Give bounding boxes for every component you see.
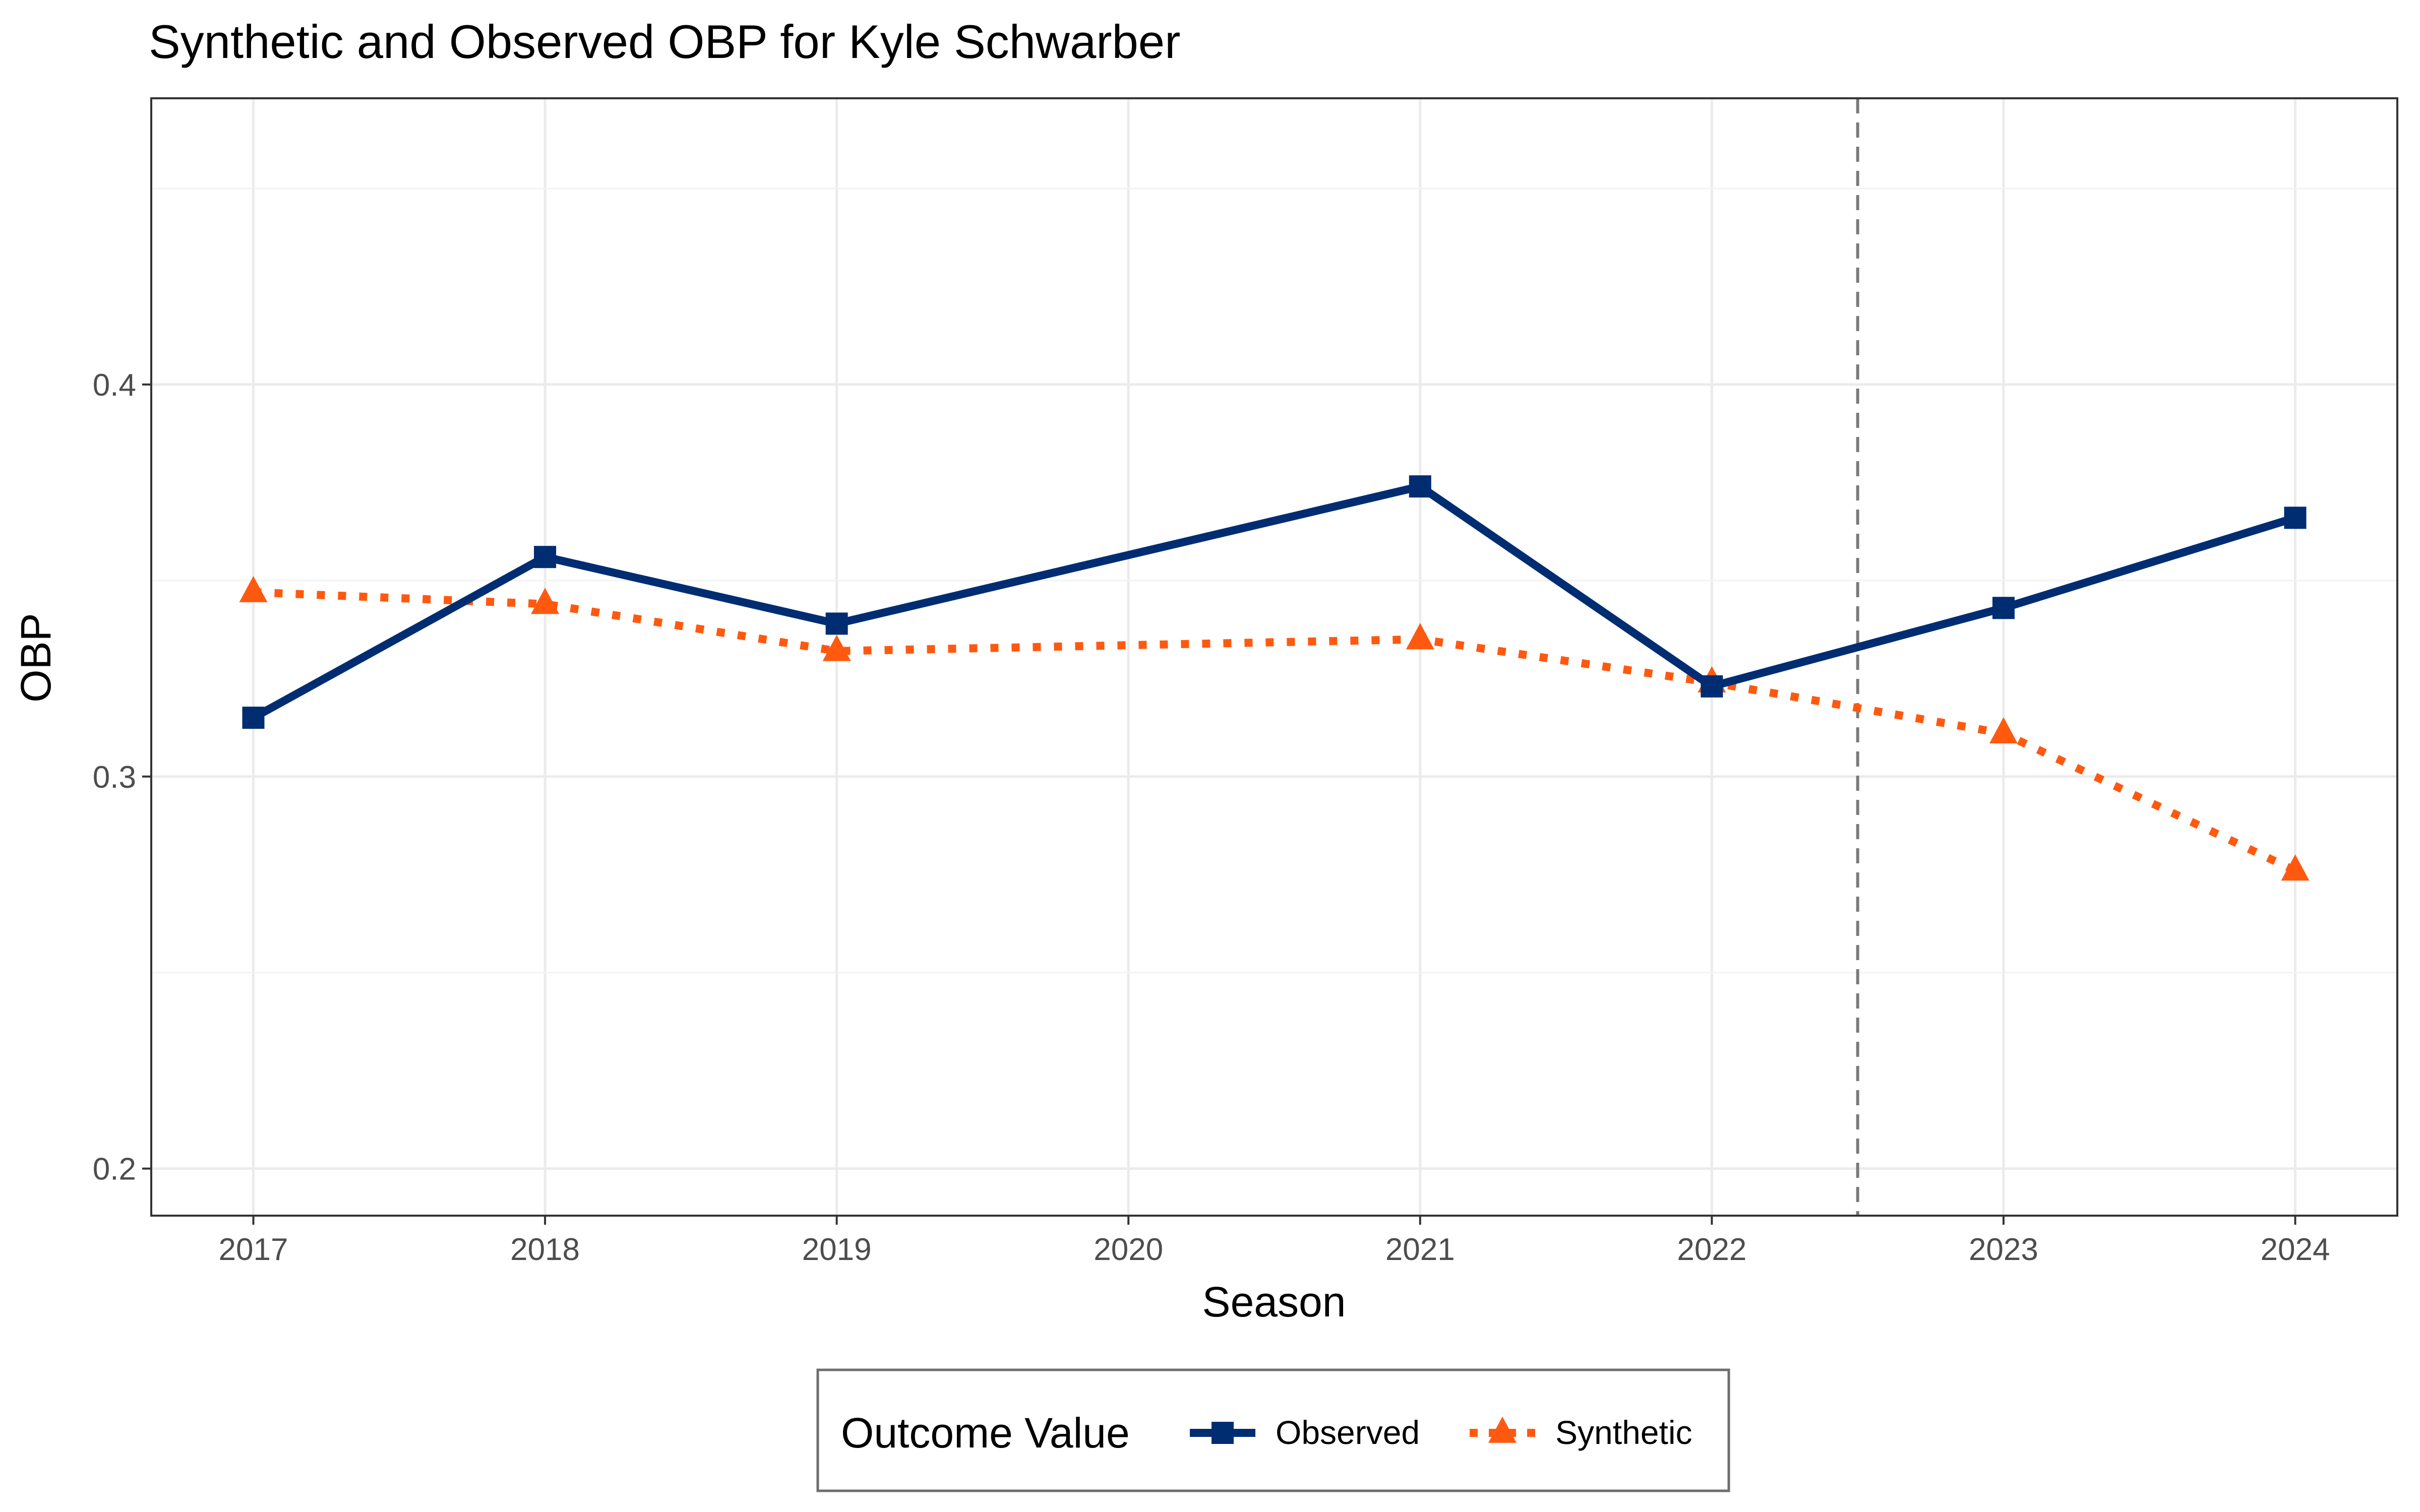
grid-lines bbox=[151, 98, 2397, 1216]
data-point-observed bbox=[534, 546, 557, 569]
legend-keys bbox=[1190, 1416, 1535, 1444]
chart-title: Synthetic and Observed OBP for Kyle Schw… bbox=[149, 15, 1180, 68]
data-point-synthetic bbox=[1989, 717, 2018, 743]
data-point-observed bbox=[1701, 675, 1723, 698]
legend-label-synthetic: Synthetic bbox=[1555, 1414, 1692, 1451]
data-point-synthetic bbox=[2281, 854, 2310, 881]
legend-key-marker-observed bbox=[1212, 1422, 1234, 1444]
legend-label-observed: Observed bbox=[1276, 1414, 1420, 1451]
x-tick-label: 2024 bbox=[2261, 1232, 2330, 1267]
data-point-observed bbox=[1992, 597, 2015, 619]
x-tick-label: 2023 bbox=[1969, 1232, 2038, 1267]
x-tick-label: 2020 bbox=[1094, 1232, 1163, 1267]
x-tick-label: 2022 bbox=[1677, 1232, 1746, 1267]
x-tick-label: 2018 bbox=[510, 1232, 580, 1267]
data-point-synthetic bbox=[1406, 623, 1434, 650]
axis-ticks: 2017 2018 2019 2020 2021 2022 2023 2024 0.2 0.3 0.… bbox=[93, 368, 2330, 1267]
x-tick-label: 2017 bbox=[219, 1232, 288, 1267]
y-tick-label: 0.3 bbox=[93, 760, 136, 795]
data-point-observed bbox=[2284, 507, 2307, 529]
legend: Outcome Value Observed Synthetic bbox=[816, 1368, 1730, 1492]
series-line-synthetic bbox=[253, 588, 2297, 874]
x-axis-title: Season bbox=[1202, 1278, 1346, 1326]
data-point-observed bbox=[242, 707, 265, 729]
series-layer bbox=[239, 475, 2310, 881]
data-point-observed bbox=[825, 612, 848, 635]
y-tick-label: 0.4 bbox=[93, 368, 136, 403]
legend-title: Outcome Value bbox=[841, 1409, 1130, 1457]
data-point-synthetic bbox=[531, 588, 560, 614]
legend-box bbox=[816, 1368, 1730, 1492]
y-tick-label: 0.2 bbox=[93, 1152, 136, 1187]
data-point-synthetic bbox=[239, 576, 268, 602]
data-point-synthetic bbox=[822, 635, 851, 661]
y-axis-title: OBP bbox=[12, 613, 59, 702]
x-tick-label: 2019 bbox=[802, 1232, 872, 1267]
series-line-observed bbox=[251, 482, 2296, 722]
x-tick-label: 2021 bbox=[1385, 1232, 1455, 1267]
data-point-observed bbox=[1409, 475, 1431, 498]
plot-panel-border bbox=[150, 97, 2398, 1217]
legend-key-marker-synthetic bbox=[1488, 1416, 1517, 1443]
